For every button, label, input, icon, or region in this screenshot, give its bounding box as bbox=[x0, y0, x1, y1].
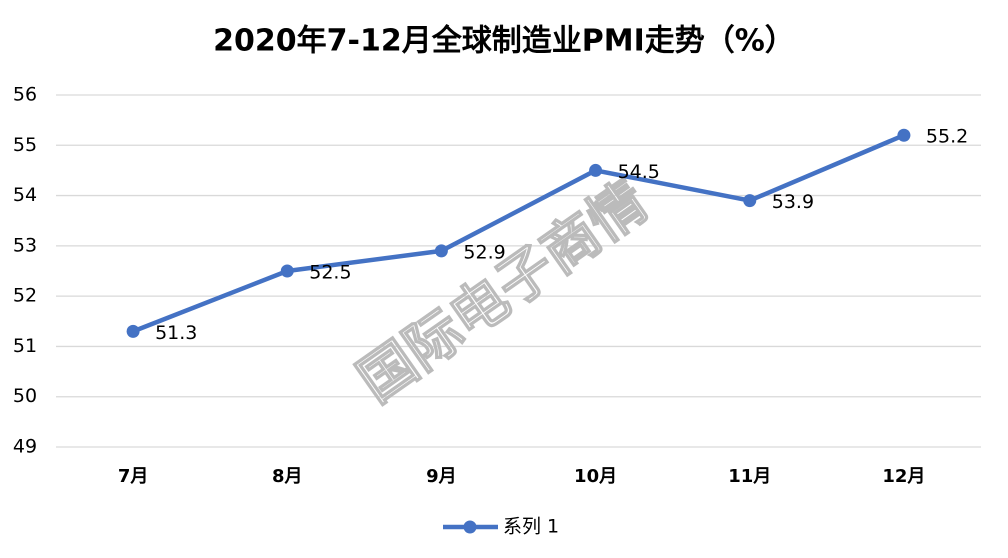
series-line bbox=[132, 133, 905, 334]
data-point bbox=[126, 324, 140, 338]
y-tick-label: 54 bbox=[13, 184, 37, 206]
data-label: 52.9 bbox=[463, 241, 505, 263]
y-tick-label: 49 bbox=[13, 436, 37, 458]
x-tick-label: 10月 bbox=[574, 466, 617, 487]
data-point bbox=[743, 194, 757, 208]
data-label: 53.9 bbox=[772, 191, 814, 213]
data-label: 55.2 bbox=[926, 126, 968, 148]
data-point bbox=[280, 264, 294, 278]
y-tick-label: 52 bbox=[13, 285, 37, 307]
y-tick-label: 50 bbox=[13, 385, 37, 407]
x-tick-label: 12月 bbox=[882, 466, 925, 487]
x-tick-label: 7月 bbox=[118, 466, 149, 487]
data-point bbox=[434, 244, 448, 258]
data-point bbox=[897, 128, 911, 142]
data-label: 52.5 bbox=[309, 262, 351, 284]
x-tick-label: 11月 bbox=[728, 466, 771, 487]
x-tick-label: 8月 bbox=[272, 466, 303, 487]
legend-marker bbox=[463, 520, 477, 534]
legend-label: 系列 1 bbox=[503, 516, 559, 538]
y-tick-label: 55 bbox=[13, 134, 37, 156]
data-point bbox=[589, 163, 603, 177]
y-tick-label: 51 bbox=[13, 335, 37, 357]
data-label: 54.5 bbox=[618, 161, 660, 183]
watermark: 国际电子商情 bbox=[347, 169, 660, 415]
data-label: 51.3 bbox=[155, 322, 197, 344]
y-tick-label: 53 bbox=[13, 234, 37, 256]
x-tick-label: 9月 bbox=[426, 466, 457, 487]
chart-title: 2020年7-12月全球制造业PMI走势（%） bbox=[213, 24, 795, 59]
y-tick-label: 56 bbox=[13, 84, 37, 106]
